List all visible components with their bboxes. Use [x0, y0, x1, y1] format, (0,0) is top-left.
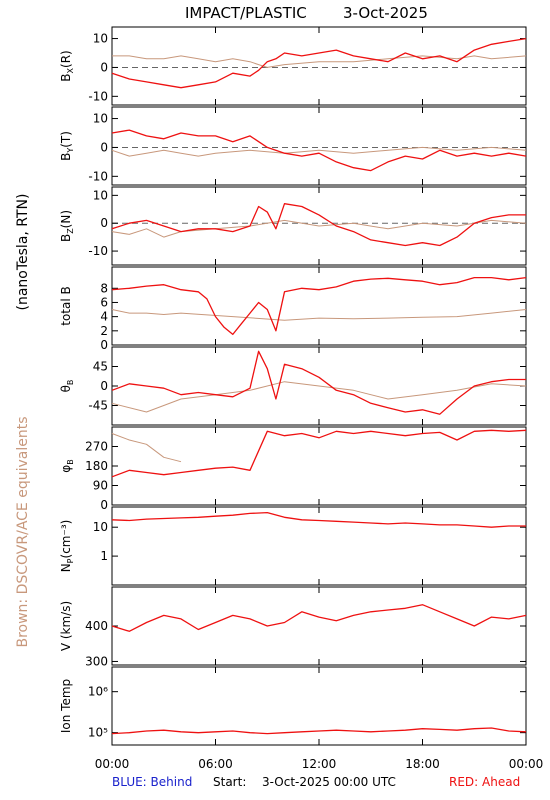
y-tick-label-phi-1: 90	[93, 479, 108, 493]
y-tick-label-theta-1: 0	[100, 379, 108, 393]
y-tick-label-phi-2: 180	[85, 459, 108, 473]
series-btotal-brown	[111, 309, 527, 321]
y-label-temp: Ion Temp	[59, 679, 73, 733]
y-tick-label-by-2: 10	[93, 112, 108, 126]
panel-theta: -45 0 45 θB	[59, 346, 527, 426]
y-tick-label-np-1: 10	[93, 520, 108, 534]
y-tick-label-bz-1: 0	[100, 216, 108, 230]
series-by-ahead	[111, 129, 527, 172]
series-v-ahead	[111, 604, 527, 632]
x-tick-labels: 00:00 06:00 12:00 18:00 00:00	[95, 757, 544, 771]
y-tick-label-temp-1: 10⁶	[88, 685, 108, 699]
panel-by: -10 0 10 BY(T)	[59, 106, 527, 186]
y-tick-label-theta-0: -45	[88, 399, 108, 413]
y-label-btotal: total B	[59, 286, 73, 326]
x-tick-label-1: 06:00	[198, 757, 233, 771]
series-temp-ahead	[111, 727, 527, 735]
x-tick-label-4: 00:00	[509, 757, 544, 771]
series-btotal-ahead	[111, 276, 527, 336]
series-bx-ahead	[111, 37, 527, 89]
y-tick-label-btotal-3: 6	[100, 295, 108, 309]
series-bz-ahead	[111, 203, 526, 247]
y-tick-label-by-0: -10	[88, 169, 108, 183]
blue-behind-label: BLUE: Behind	[112, 775, 192, 789]
y-label-theta: θB	[59, 380, 75, 393]
brown-legend-note: Brown: DSCOVR/ACE equivalents	[15, 416, 31, 647]
y-label-np: NP(cm⁻³)	[59, 520, 75, 573]
panel-frame-by	[111, 106, 527, 186]
x-tick-label-0: 00:00	[95, 757, 130, 771]
y-tick-label-bz-0: -10	[88, 244, 108, 258]
y-tick-label-btotal-0: 0	[100, 338, 108, 352]
y-tick-label-np-0: 1	[100, 549, 108, 563]
red-ahead-label: RED: Ahead	[449, 775, 520, 789]
y-label-v: V (km/s)	[59, 601, 73, 651]
y-tick-label-by-1: 0	[100, 140, 108, 154]
panel-frame-bx	[111, 26, 527, 106]
y-tick-label-phi-0: 0	[100, 498, 108, 512]
y-label-phi: φB	[59, 459, 75, 472]
y-label-bz: BZ(N)	[59, 210, 75, 242]
panel-v: 300 400 V (km/s)	[59, 586, 527, 668]
series-by-brown	[111, 146, 527, 157]
y-label-by: BY(T)	[59, 131, 75, 161]
chart-title: IMPACT/PLASTIC	[185, 4, 307, 22]
chart-date: 3-Oct-2025	[343, 4, 428, 22]
y-tick-label-bx-2: 10	[93, 32, 108, 46]
panel-phi: 0 90 180 270 φB	[59, 426, 527, 512]
y-tick-label-v-0: 300	[85, 654, 108, 668]
series-bz-brown	[111, 219, 527, 238]
y-tick-label-btotal-4: 8	[100, 281, 108, 295]
y-tick-label-v-1: 400	[85, 619, 108, 633]
series-theta-ahead	[111, 350, 526, 415]
y-label-bx: BX(R)	[59, 50, 75, 81]
panel-temp: 10⁵ 10⁶ Ion Temp	[59, 666, 527, 746]
y-tick-label-btotal-1: 2	[100, 324, 108, 338]
y-tick-label-btotal-2: 4	[100, 310, 108, 324]
panel-frame-temp	[111, 666, 527, 746]
panels-group: -10010BX(R)-10010BY(T)-10010BZ(N)02468to…	[59, 26, 527, 746]
x-tick-label-3: 18:00	[405, 757, 440, 771]
panel-frame-phi	[111, 426, 527, 506]
series-phi-brown	[111, 433, 182, 463]
x-tick-label-2: 12:00	[302, 757, 337, 771]
y-tick-label-temp-0: 10⁵	[88, 726, 108, 740]
y-tick-label-bz-2: 10	[93, 188, 108, 202]
y-tick-label-bx-1: 0	[100, 60, 108, 74]
panel-frame-v	[111, 586, 527, 666]
panel-bz: -10 0 10 BZ(N)	[59, 186, 527, 266]
units-label: (nanoTesla, RTN)	[15, 194, 31, 311]
series-theta-brown	[111, 381, 527, 413]
y-tick-label-bx-0: -10	[88, 89, 108, 103]
panel-bx: -10 0 10 BX(R)	[59, 26, 527, 106]
y-tick-label-phi-3: 270	[85, 440, 108, 454]
panel-frame-btotal	[111, 266, 527, 346]
panel-np: 1 10 NP(cm⁻³)	[59, 506, 527, 586]
series-phi-ahead	[111, 429, 527, 478]
series-np-ahead	[111, 511, 526, 528]
start-label: Start:	[213, 775, 246, 789]
y-tick-label-theta-2: 45	[93, 360, 108, 374]
start-value: 3-Oct-2025 00:00 UTC	[262, 775, 396, 789]
